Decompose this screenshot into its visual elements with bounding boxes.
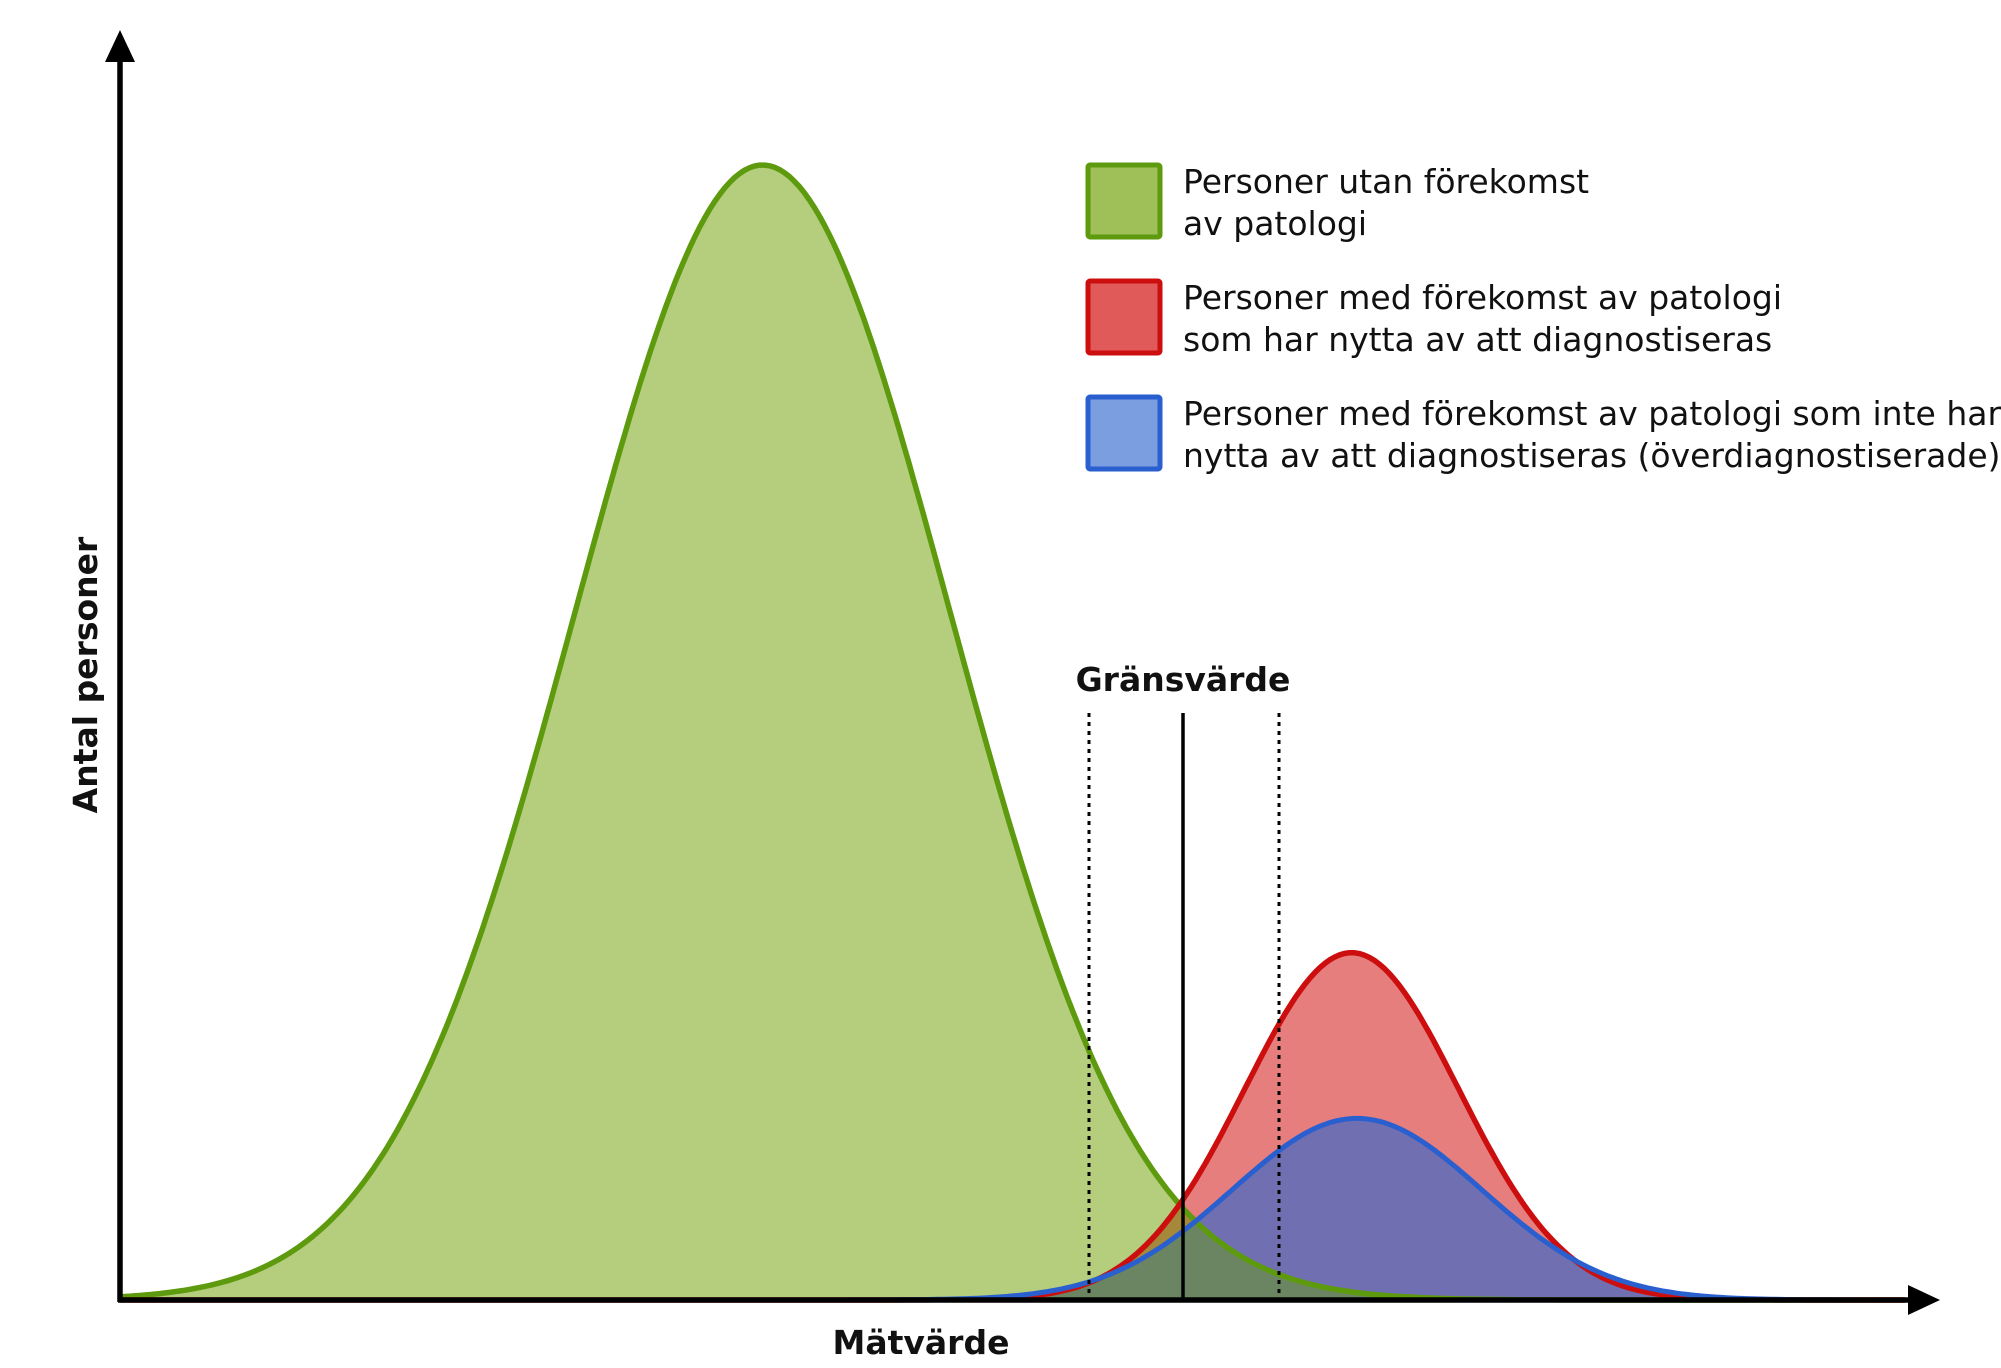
- svg-text:Personer med förekomst av pato: Personer med förekomst av patologi som h…: [1183, 278, 1793, 359]
- y-axis-label: Antal personer: [66, 536, 105, 813]
- legend-label-overdiagnosed-line2: nytta av att diagnostiseras (överdiagnos…: [1183, 436, 2001, 475]
- svg-text:Personer utan förekomst: Personer utan förekomst av patologi: [1183, 162, 1600, 243]
- threshold-label: Gränsvärde: [1076, 660, 1291, 699]
- distribution-area-no-pathology: [120, 165, 1905, 1301]
- legend-label-beneficial-diagnosis-line2: som har nytta av att diagnostiseras: [1183, 320, 1772, 359]
- legend-label-overdiagnosed-line1: Personer med förekomst av patologi som i…: [1183, 394, 2001, 433]
- legend-entry-no-pathology: Personer utan förekomst av patologi: [1085, 162, 1600, 243]
- legend-label-beneficial-diagnosis-line1: Personer med förekomst av patologi: [1183, 278, 1782, 317]
- legend-swatch-beneficial-diagnosis: [1085, 278, 1163, 356]
- legend-swatch-overdiagnosed: [1085, 394, 1163, 472]
- legend-entry-overdiagnosed: Personer med förekomst av patologi som i…: [1085, 394, 2001, 475]
- legend-label-no-pathology-line2: av patologi: [1183, 204, 1367, 243]
- svg-text:Personer med förekomst av pato: Personer med förekomst av patologi som i…: [1183, 394, 2001, 475]
- legend-swatch-no-pathology: [1085, 162, 1163, 240]
- x-axis-label: Mätvärde: [833, 1323, 1010, 1362]
- x-axis-arrowhead: [1908, 1285, 1940, 1315]
- y-axis-arrowhead: [105, 30, 135, 62]
- legend: Personer utan förekomst av patologi Pers…: [1085, 162, 2001, 475]
- legend-entry-beneficial-diagnosis: Personer med förekomst av patologi som h…: [1085, 278, 1793, 359]
- overlap-area-red-blue: [120, 1118, 1905, 1300]
- x-axis: [118, 1285, 1940, 1315]
- legend-label-no-pathology-line1: Personer utan förekomst: [1183, 162, 1589, 201]
- y-axis: [105, 30, 135, 1302]
